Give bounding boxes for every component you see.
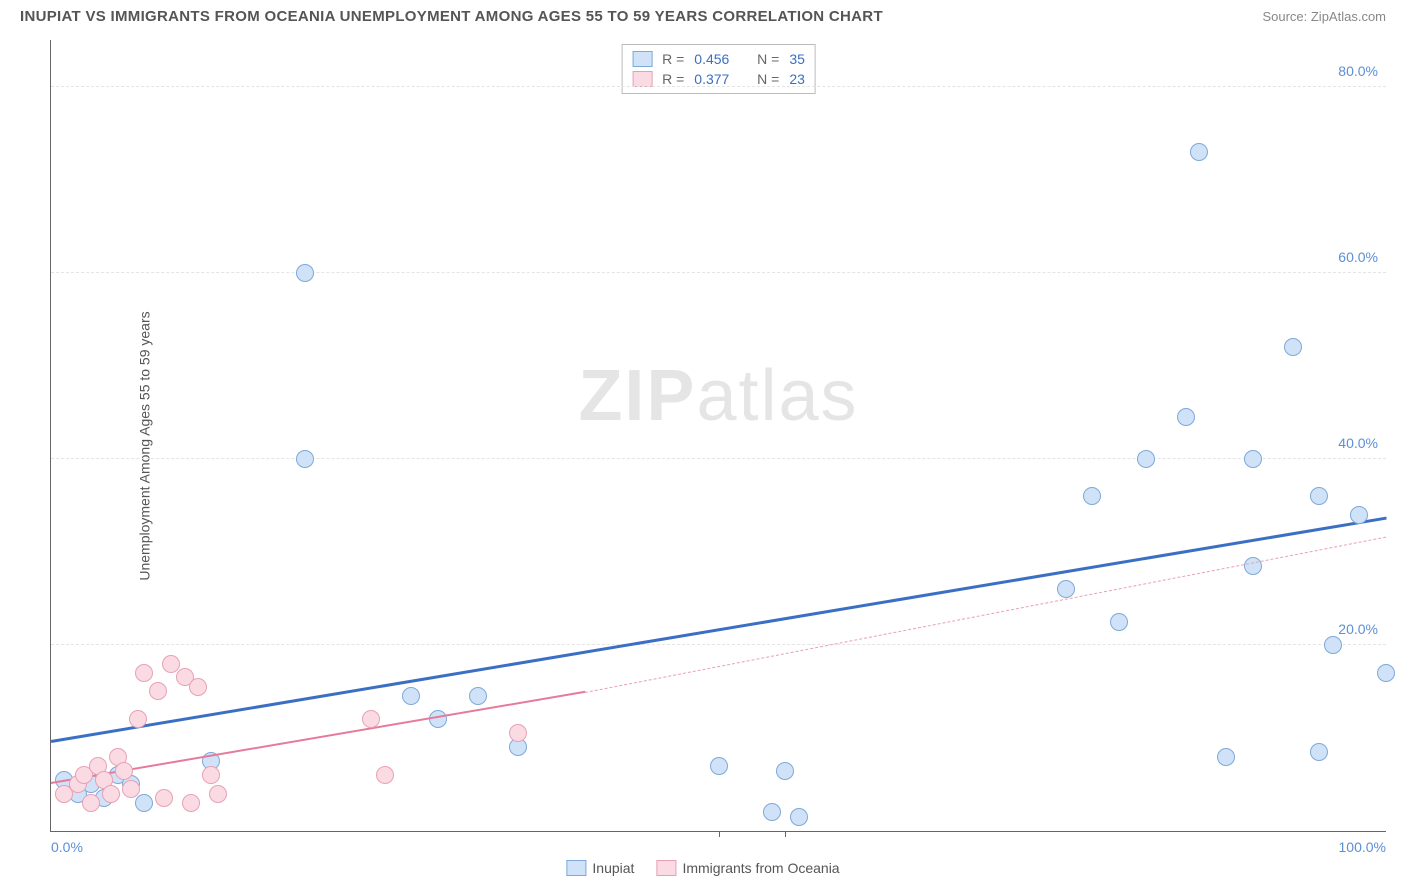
y-tick-label: 80.0% [1338, 63, 1378, 79]
data-point [1310, 487, 1328, 505]
trend-line [585, 537, 1386, 693]
data-point [135, 664, 153, 682]
data-point [82, 794, 100, 812]
source-attribution: Source: ZipAtlas.com [1262, 9, 1386, 24]
data-point [115, 762, 133, 780]
data-point [1284, 338, 1302, 356]
data-point [189, 678, 207, 696]
scatter-chart: ZIPatlas R =0.456 N =35R =0.377 N =23 20… [50, 40, 1386, 832]
legend-label: Immigrants from Oceania [682, 860, 839, 876]
data-point [402, 687, 420, 705]
data-point [202, 766, 220, 784]
data-point [1083, 487, 1101, 505]
n-label: N = [757, 51, 779, 67]
legend-swatch [566, 860, 586, 876]
data-point [710, 757, 728, 775]
trend-line [51, 517, 1386, 743]
data-point [469, 687, 487, 705]
x-tick [719, 831, 720, 837]
data-point [135, 794, 153, 812]
legend-swatch [632, 51, 652, 67]
gridline [51, 272, 1386, 273]
gridline [51, 86, 1386, 87]
data-point [1350, 506, 1368, 524]
watermark: ZIPatlas [578, 355, 858, 437]
x-tick-label: 0.0% [51, 839, 83, 855]
legend-swatch [656, 860, 676, 876]
data-point [162, 655, 180, 673]
data-point [1377, 664, 1395, 682]
x-tick [785, 831, 786, 837]
data-point [182, 794, 200, 812]
x-tick-label: 100.0% [1339, 839, 1386, 855]
legend-label: Inupiat [592, 860, 634, 876]
data-point [1110, 613, 1128, 631]
data-point [149, 682, 167, 700]
n-value: 35 [789, 51, 805, 67]
legend-item: Inupiat [566, 860, 634, 876]
data-point [763, 803, 781, 821]
data-point [509, 724, 527, 742]
data-point [1244, 450, 1262, 468]
data-point [296, 450, 314, 468]
data-point [429, 710, 447, 728]
data-point [1244, 557, 1262, 575]
data-point [1190, 143, 1208, 161]
data-point [376, 766, 394, 784]
data-point [790, 808, 808, 826]
data-point [209, 785, 227, 803]
data-point [296, 264, 314, 282]
data-point [155, 789, 173, 807]
data-point [122, 780, 140, 798]
r-value: 0.456 [694, 51, 729, 67]
data-point [1217, 748, 1235, 766]
data-point [102, 785, 120, 803]
data-point [1057, 580, 1075, 598]
data-point [1177, 408, 1195, 426]
legend-stat-row: R = 0.456 N = 35 [632, 49, 805, 69]
data-point [1324, 636, 1342, 654]
data-point [129, 710, 147, 728]
data-point [362, 710, 380, 728]
gridline [51, 458, 1386, 459]
gridline [51, 644, 1386, 645]
data-point [1137, 450, 1155, 468]
legend-item: Immigrants from Oceania [656, 860, 839, 876]
data-point [776, 762, 794, 780]
data-point [1310, 743, 1328, 761]
series-legend: Inupiat Immigrants from Oceania [566, 860, 839, 876]
y-tick-label: 20.0% [1338, 621, 1378, 637]
y-tick-label: 40.0% [1338, 435, 1378, 451]
r-label: R = [662, 51, 684, 67]
y-tick-label: 60.0% [1338, 249, 1378, 265]
chart-title: INUPIAT VS IMMIGRANTS FROM OCEANIA UNEMP… [20, 8, 883, 25]
